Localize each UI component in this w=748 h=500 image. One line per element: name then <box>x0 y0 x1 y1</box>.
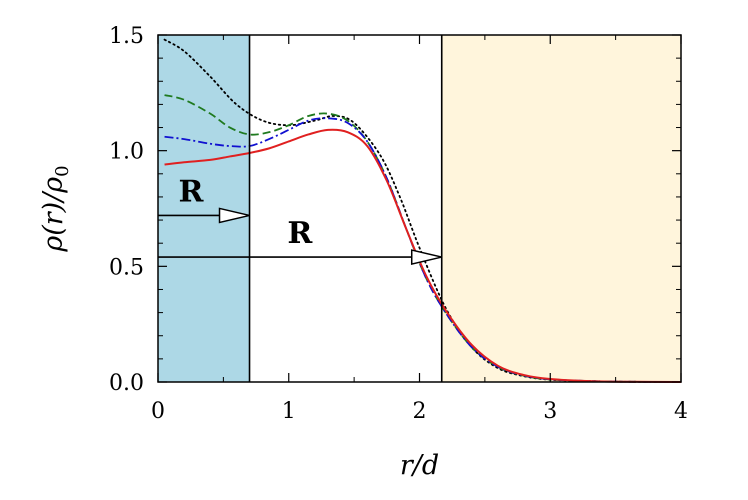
x-axis-label: r/d <box>400 450 439 481</box>
y-tick-label: 0.5 <box>109 255 144 280</box>
y-tick-label: 0.0 <box>109 371 144 396</box>
x-tick-label: 2 <box>413 399 427 424</box>
x-tick-label: 1 <box>282 399 296 424</box>
series-line-1 <box>163 38 682 383</box>
y-tick-label: 1.0 <box>109 140 144 165</box>
radius-arrowhead-2 <box>410 249 442 266</box>
radius-arrows: RR <box>158 174 442 266</box>
x-tick-label: 4 <box>674 399 688 424</box>
y-axis-label: ρ(r)/ρ0 <box>38 165 73 252</box>
x-tick-label: 0 <box>151 399 165 424</box>
radius-arrow-label-1: R <box>179 174 205 209</box>
x-tick-label: 3 <box>543 399 557 424</box>
radius-arrowhead-1 <box>218 207 250 224</box>
axis-ticks: 0 1 2 3 4 0.0 0.5 1.0 1.5 <box>109 24 688 424</box>
region-dividers <box>248 35 443 382</box>
series-line-4 <box>164 128 682 383</box>
shaded-regions <box>158 35 681 382</box>
series-lines <box>163 38 682 383</box>
shaded-region-1 <box>158 35 250 382</box>
y-tick-label: 1.5 <box>109 24 144 49</box>
shaded-region-2 <box>441 35 681 382</box>
radius-arrow-label-2: R <box>287 216 313 251</box>
